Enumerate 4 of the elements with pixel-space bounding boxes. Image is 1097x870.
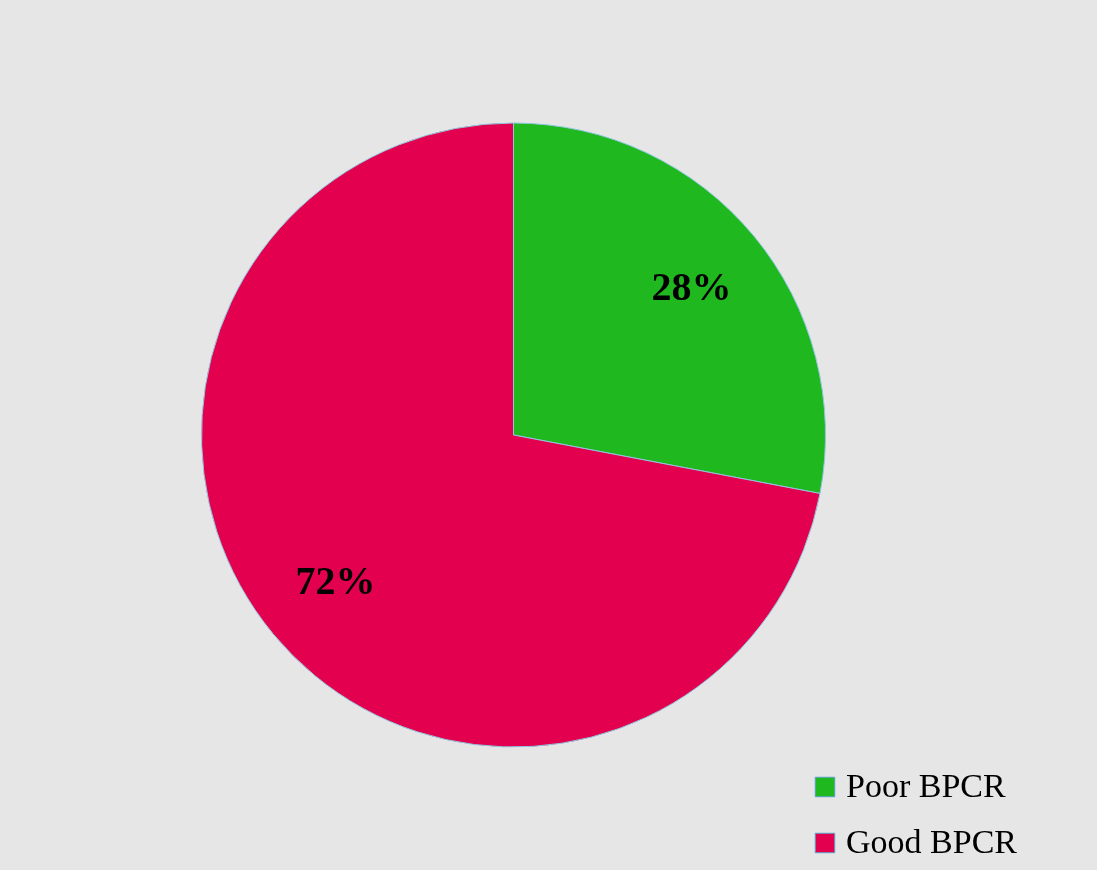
legend-label: Good BPCR	[846, 823, 1018, 860]
data-label: 72%	[295, 558, 376, 604]
legend-label: Poor BPCR	[846, 767, 1006, 804]
data-label: 28%	[651, 263, 732, 309]
